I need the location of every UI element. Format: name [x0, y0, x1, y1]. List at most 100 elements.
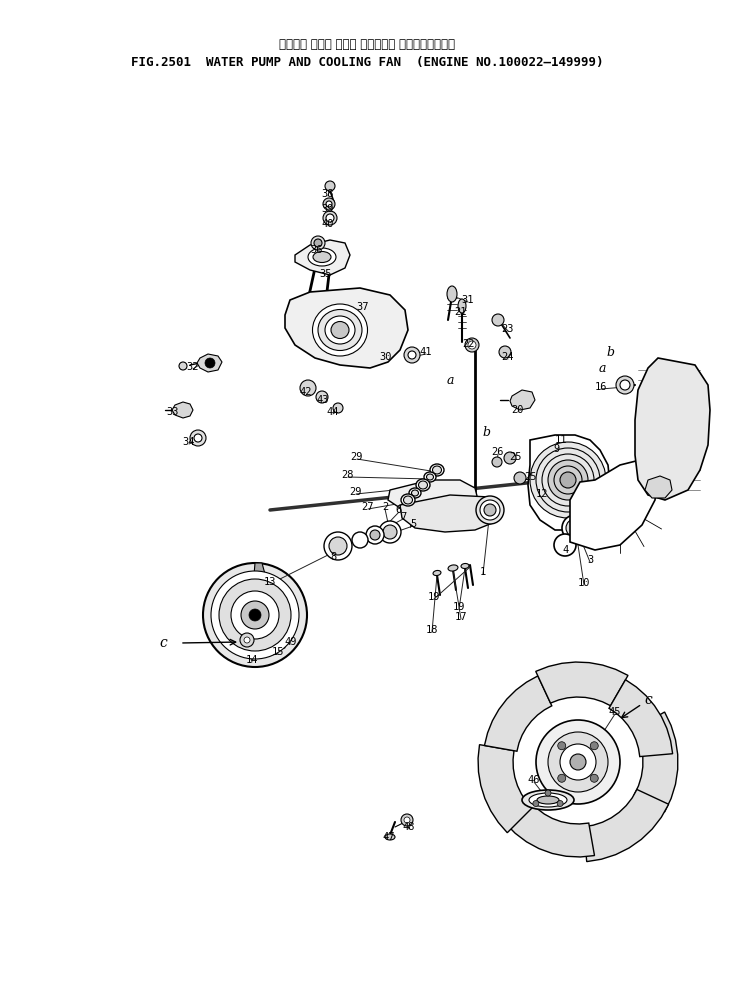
Text: 35: 35	[320, 269, 332, 279]
Ellipse shape	[312, 304, 368, 356]
Ellipse shape	[318, 309, 362, 350]
Polygon shape	[510, 390, 535, 410]
Ellipse shape	[530, 442, 606, 518]
Text: 33: 33	[167, 407, 179, 417]
Text: 17: 17	[455, 612, 467, 622]
Ellipse shape	[548, 460, 588, 500]
Circle shape	[316, 391, 328, 403]
Circle shape	[323, 211, 337, 225]
Circle shape	[401, 814, 413, 826]
Circle shape	[616, 376, 634, 394]
Text: ウォータ ポンプ および クーリング ファン　適用号機: ウォータ ポンプ および クーリング ファン 適用号機	[279, 38, 455, 51]
Polygon shape	[172, 402, 193, 418]
Ellipse shape	[329, 537, 347, 555]
Ellipse shape	[339, 312, 371, 334]
Text: 15: 15	[272, 647, 284, 657]
Circle shape	[211, 571, 299, 659]
Polygon shape	[197, 354, 222, 372]
Text: 26: 26	[492, 447, 504, 457]
Circle shape	[190, 430, 206, 446]
Circle shape	[492, 314, 504, 326]
Text: c: c	[644, 693, 652, 707]
Ellipse shape	[401, 494, 415, 506]
Polygon shape	[609, 680, 673, 756]
Circle shape	[243, 608, 263, 628]
Text: 8: 8	[331, 552, 337, 562]
Text: 16: 16	[595, 382, 607, 392]
Text: 34: 34	[183, 437, 196, 447]
Ellipse shape	[537, 796, 559, 804]
Circle shape	[326, 201, 332, 207]
Circle shape	[311, 236, 325, 250]
Circle shape	[558, 774, 566, 782]
Polygon shape	[584, 789, 669, 861]
Text: 39: 39	[322, 204, 334, 214]
Circle shape	[590, 774, 598, 782]
Circle shape	[203, 563, 307, 667]
Ellipse shape	[418, 481, 428, 489]
Circle shape	[408, 351, 416, 359]
Text: 45: 45	[609, 707, 621, 717]
Circle shape	[590, 742, 598, 749]
Text: 14: 14	[245, 655, 258, 665]
Text: 25: 25	[510, 452, 523, 462]
Polygon shape	[528, 435, 610, 530]
Ellipse shape	[529, 793, 567, 807]
Text: 27: 27	[362, 502, 374, 512]
Ellipse shape	[536, 448, 600, 512]
Text: 29: 29	[350, 487, 362, 497]
Text: 18: 18	[426, 625, 438, 635]
Text: 32: 32	[187, 362, 199, 372]
Circle shape	[570, 754, 586, 770]
Ellipse shape	[416, 479, 430, 491]
Polygon shape	[478, 745, 532, 832]
Text: 28: 28	[342, 470, 354, 480]
Text: 43: 43	[317, 395, 329, 405]
Circle shape	[465, 338, 479, 352]
Polygon shape	[295, 240, 350, 275]
Ellipse shape	[480, 500, 500, 520]
Circle shape	[557, 800, 563, 806]
Polygon shape	[484, 676, 552, 751]
Text: 3: 3	[587, 555, 593, 565]
Text: 24: 24	[502, 352, 514, 362]
Ellipse shape	[366, 526, 384, 544]
Ellipse shape	[458, 299, 466, 313]
Text: 10: 10	[578, 578, 590, 588]
Polygon shape	[635, 358, 710, 500]
Text: 11: 11	[555, 435, 567, 445]
Circle shape	[323, 198, 335, 210]
Text: 2: 2	[382, 502, 388, 512]
Circle shape	[558, 742, 566, 749]
Ellipse shape	[424, 472, 436, 482]
Text: 42: 42	[300, 387, 312, 397]
Text: 19: 19	[453, 602, 465, 612]
Polygon shape	[400, 495, 500, 532]
Circle shape	[333, 403, 343, 413]
Ellipse shape	[566, 519, 584, 537]
Text: FIG.2501  WATER PUMP AND COOLING FAN  (ENGINE NO.100022–149999): FIG.2501 WATER PUMP AND COOLING FAN (ENG…	[131, 56, 603, 69]
Text: 21: 21	[455, 307, 467, 317]
Text: 22: 22	[463, 339, 476, 349]
Ellipse shape	[542, 454, 594, 506]
Polygon shape	[388, 480, 478, 518]
Circle shape	[240, 633, 254, 647]
Ellipse shape	[352, 532, 368, 548]
Text: 47: 47	[383, 832, 395, 842]
Text: 29: 29	[351, 452, 363, 462]
Ellipse shape	[344, 315, 366, 330]
Text: 41: 41	[420, 347, 432, 357]
Circle shape	[545, 790, 551, 796]
Text: 31: 31	[462, 295, 474, 305]
Polygon shape	[570, 458, 658, 550]
Text: 23: 23	[502, 324, 514, 334]
Circle shape	[194, 434, 202, 442]
Circle shape	[326, 214, 334, 222]
Text: 20: 20	[512, 405, 524, 415]
Circle shape	[219, 579, 291, 651]
Ellipse shape	[324, 532, 352, 560]
Ellipse shape	[308, 248, 336, 266]
Text: 7: 7	[400, 512, 406, 522]
Circle shape	[241, 601, 269, 629]
Ellipse shape	[370, 530, 380, 540]
